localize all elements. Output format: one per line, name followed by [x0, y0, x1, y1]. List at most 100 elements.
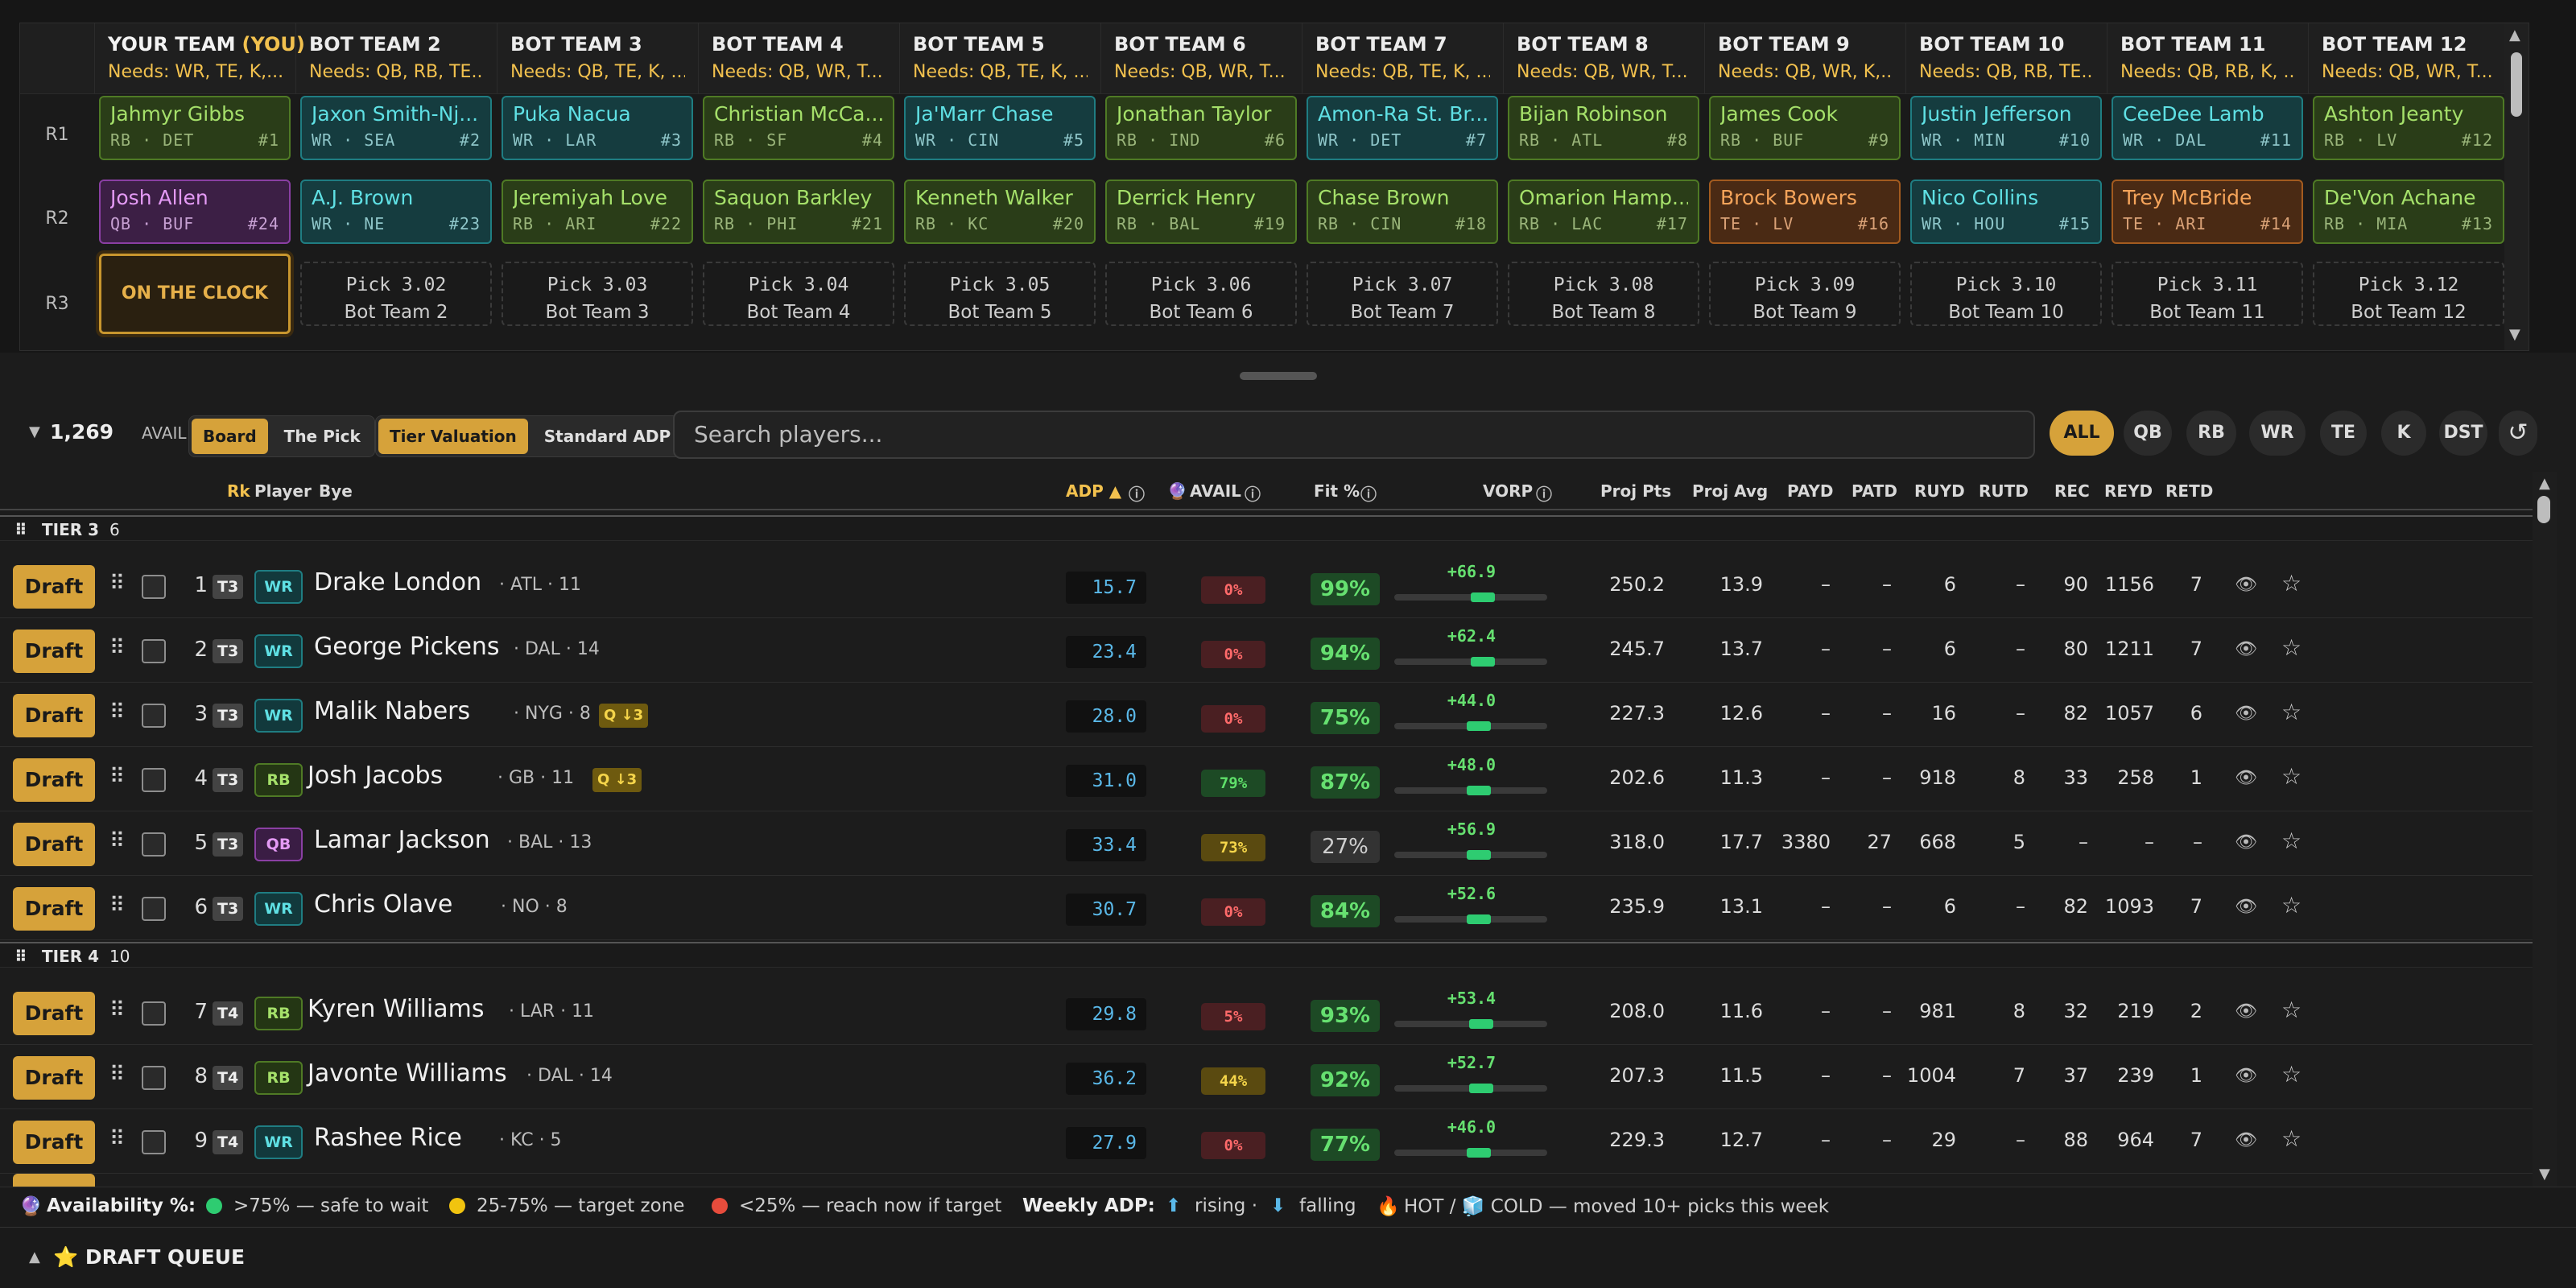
- table-scroll-up-icon[interactable]: ▲: [2539, 475, 2550, 492]
- drafted-player-card[interactable]: Jahmyr Gibbs RB · DET #1: [99, 96, 291, 160]
- drag-handle-icon[interactable]: ⠿: [14, 520, 27, 539]
- filter-dst-button[interactable]: DST: [2439, 411, 2487, 456]
- eye-icon[interactable]: 👁: [2235, 768, 2257, 788]
- board-scrollbar[interactable]: ▲ ▼: [2504, 23, 2529, 350]
- player-row[interactable]: Draft ⠿ 2 T3 WR George Pickens · DAL · 14 23.4 0…: [0, 618, 2533, 683]
- tier-valuation-button[interactable]: Tier Valuation: [378, 419, 528, 454]
- draft-button[interactable]: Draft: [13, 694, 95, 737]
- queue-checkbox[interactable]: [142, 575, 166, 599]
- team-header[interactable]: BOT TEAM 6 Needs: QB, WR, T...: [1100, 23, 1302, 94]
- player-row[interactable]: Draft ⠿ 6 T3 WR Chris Olave · NO · 8 30.7 0% 84% +…: [0, 876, 2533, 940]
- player-name[interactable]: Drake London: [314, 568, 482, 597]
- col-rutd[interactable]: RUTD: [1979, 481, 2029, 501]
- queue-checkbox[interactable]: [142, 768, 166, 792]
- player-name[interactable]: Javonte Williams: [308, 1059, 507, 1088]
- queue-checkbox[interactable]: [142, 1001, 166, 1026]
- standard-adp-button[interactable]: Standard ADP: [543, 427, 671, 446]
- drafted-player-card[interactable]: Saquon Barkley RB · PHI #21: [703, 180, 894, 244]
- drafted-player-card[interactable]: Josh Allen QB · BUF #24: [99, 180, 291, 244]
- queue-checkbox[interactable]: [142, 639, 166, 663]
- eye-icon[interactable]: 👁: [2235, 832, 2257, 852]
- draft-button[interactable]: [13, 1174, 95, 1187]
- col-ruyd[interactable]: RUYD: [1914, 481, 1965, 501]
- the-pick-view-button[interactable]: The Pick: [283, 427, 361, 446]
- queue-checkbox[interactable]: [142, 897, 166, 921]
- eye-icon[interactable]: 👁: [2235, 639, 2257, 659]
- eye-icon[interactable]: 👁: [2235, 1130, 2257, 1150]
- col-adp[interactable]: ADP ▲: [1066, 481, 1122, 501]
- drafted-player-card[interactable]: Amon-Ra St. Br... WR · DET #7: [1307, 96, 1498, 160]
- player-name[interactable]: Kyren Williams: [308, 995, 485, 1023]
- player-name[interactable]: Malik Nabers: [314, 697, 471, 725]
- draft-button[interactable]: Draft: [13, 565, 95, 609]
- queue-checkbox[interactable]: [142, 1130, 166, 1154]
- filter-k-button[interactable]: K: [2381, 411, 2426, 456]
- scroll-down-icon[interactable]: ▼: [2509, 326, 2520, 343]
- filter-qb-button[interactable]: QB: [2124, 411, 2172, 456]
- table-scroll-down-icon[interactable]: ▼: [2539, 1166, 2550, 1183]
- filter-rb-button[interactable]: RB: [2186, 411, 2236, 456]
- player-row[interactable]: Draft ⠿ 5 T3 QB Lamar Jackson · BAL · 13 33.4 73…: [0, 811, 2533, 876]
- board-scroll-thumb[interactable]: [2511, 52, 2522, 117]
- filter-te-button[interactable]: TE: [2320, 411, 2367, 456]
- draft-button[interactable]: Draft: [13, 758, 95, 802]
- team-header[interactable]: YOUR TEAM (YOU) Needs: WR, TE, K,...: [94, 23, 305, 94]
- drafted-player-card[interactable]: Omarion Hamp... RB · LAC #17: [1508, 180, 1699, 244]
- col-bye[interactable]: Bye: [319, 481, 353, 501]
- table-scrollbar[interactable]: ▲ ▼: [2533, 472, 2557, 1188]
- panel-resize-handle[interactable]: [1240, 372, 1317, 380]
- collapse-toggle-icon[interactable]: ▼: [29, 423, 40, 440]
- eye-icon[interactable]: 👁: [2235, 1001, 2257, 1022]
- col-proj-pts[interactable]: Proj Pts: [1600, 481, 1672, 501]
- drag-handle-icon[interactable]: ⠿: [109, 700, 126, 724]
- star-icon[interactable]: ☆: [2281, 1125, 2302, 1152]
- team-header[interactable]: BOT TEAM 12 Needs: QB, WR, T...: [2308, 23, 2509, 94]
- filter-wr-button[interactable]: WR: [2249, 411, 2306, 456]
- player-row[interactable]: Draft ⠿ 1 T3 WR Drake London · ATL · 11 15.7 0% 9…: [0, 554, 2533, 618]
- star-icon[interactable]: ☆: [2281, 1061, 2302, 1088]
- col-vorp[interactable]: VORP: [1483, 481, 1534, 501]
- star-icon[interactable]: ☆: [2281, 997, 2302, 1023]
- team-header[interactable]: BOT TEAM 7 Needs: QB, TE, K, ...: [1302, 23, 1503, 94]
- col-player[interactable]: Player: [254, 481, 312, 501]
- col-proj-avg[interactable]: Proj Avg: [1692, 481, 1769, 501]
- player-name[interactable]: George Pickens: [314, 633, 500, 661]
- drag-handle-icon[interactable]: ⠿: [109, 1127, 126, 1151]
- drafted-player-card[interactable]: Ja'Marr Chase WR · CIN #5: [904, 96, 1096, 160]
- filter-all-button[interactable]: ALL: [2050, 411, 2114, 456]
- draft-button[interactable]: Draft: [13, 630, 95, 673]
- drafted-player-card[interactable]: Nico Collins WR · HOU #15: [1910, 180, 2102, 244]
- drafted-player-card[interactable]: Brock Bowers TE · LV #16: [1709, 180, 1901, 244]
- eye-icon[interactable]: 👁: [2235, 897, 2257, 917]
- drafted-player-card[interactable]: Justin Jefferson WR · MIN #10: [1910, 96, 2102, 160]
- player-name[interactable]: Chris Olave: [314, 890, 453, 919]
- drafted-player-card[interactable]: Jonathan Taylor RB · IND #6: [1105, 96, 1297, 160]
- drag-handle-icon[interactable]: ⠿: [109, 998, 126, 1022]
- col-patd[interactable]: PATD: [1852, 481, 1897, 501]
- drafted-player-card[interactable]: Trey McBride TE · ARI #14: [2112, 180, 2303, 244]
- draft-button[interactable]: Draft: [13, 887, 95, 931]
- search-input[interactable]: Search players...: [673, 411, 2035, 459]
- draft-button[interactable]: Draft: [13, 1121, 95, 1164]
- team-header[interactable]: BOT TEAM 11 Needs: QB, RB, K, ...: [2107, 23, 2308, 94]
- drafted-player-card[interactable]: Puka Nacua WR · LAR #3: [502, 96, 693, 160]
- on-the-clock-slot[interactable]: ON THE CLOCK: [99, 254, 291, 334]
- drafted-player-card[interactable]: Ashton Jeanty RB · LV #12: [2313, 96, 2504, 160]
- player-row[interactable]: Draft ⠿ 3 T3 WR Malik Nabers · NYG · 8 Q ↓3 28.0…: [0, 683, 2533, 747]
- eye-icon[interactable]: 👁: [2235, 1066, 2257, 1086]
- star-icon[interactable]: ☆: [2281, 763, 2302, 790]
- drafted-player-card[interactable]: A.J. Brown WR · NE #23: [300, 180, 492, 244]
- table-scroll-thumb[interactable]: [2537, 496, 2550, 523]
- queue-checkbox[interactable]: [142, 1066, 166, 1090]
- drafted-player-card[interactable]: Chase Brown RB · CIN #18: [1307, 180, 1498, 244]
- col-rec[interactable]: REC: [2054, 481, 2090, 501]
- scroll-up-icon[interactable]: ▲: [2509, 27, 2520, 43]
- player-name[interactable]: Josh Jacobs: [308, 762, 444, 790]
- queue-checkbox[interactable]: [142, 832, 166, 857]
- drafted-player-card[interactable]: Bijan Robinson RB · ATL #8: [1508, 96, 1699, 160]
- star-icon[interactable]: ☆: [2281, 570, 2302, 597]
- team-header[interactable]: BOT TEAM 4 Needs: QB, WR, T...: [698, 23, 899, 94]
- drag-handle-icon[interactable]: ⠿: [14, 947, 27, 966]
- eye-icon[interactable]: 👁: [2235, 704, 2257, 724]
- drag-handle-icon[interactable]: ⠿: [109, 572, 126, 596]
